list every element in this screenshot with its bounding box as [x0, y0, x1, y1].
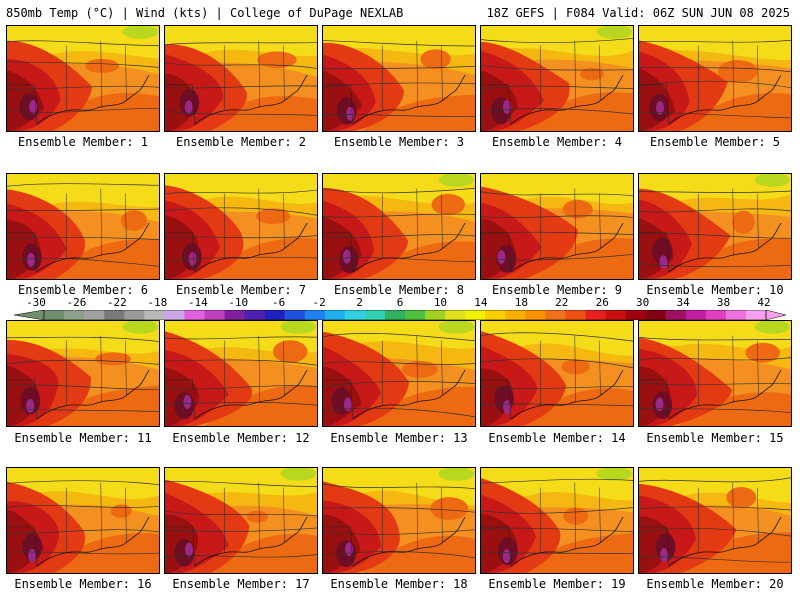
ensemble-member-map [480, 467, 634, 574]
ensemble-member-map [638, 320, 792, 427]
ensemble-member-label: Ensemble Member: 6 [17, 283, 149, 297]
ensemble-member-map [638, 173, 792, 280]
colorbar-tick: 30 [636, 296, 650, 309]
temperature-map [639, 468, 791, 573]
temperature-map [7, 174, 159, 279]
ensemble-member-map [164, 173, 318, 280]
ensemble-member-map [6, 25, 160, 132]
temperature-colorbar [14, 310, 786, 320]
temperature-map [481, 468, 633, 573]
colorbar-tick: -10 [228, 296, 249, 309]
ensemble-member-map [6, 173, 160, 280]
ensemble-member-map [322, 25, 476, 132]
colorbar-tick: -26 [66, 296, 87, 309]
ensemble-member-label: Ensemble Member: 8 [333, 283, 465, 297]
ensemble-member-label: Ensemble Member: 13 [330, 431, 468, 445]
colorbar-tick: -22 [106, 296, 127, 309]
colorbar-tick: -14 [187, 296, 208, 309]
temperature-map [7, 26, 159, 131]
ensemble-member-label: Ensemble Member: 14 [488, 431, 626, 445]
colorbar-tick: 2 [356, 296, 363, 309]
ensemble-member-map [322, 320, 476, 427]
temperature-map [481, 321, 633, 426]
ensemble-member-label: Ensemble Member: 19 [488, 577, 626, 591]
temperature-map [323, 321, 475, 426]
temperature-map [639, 26, 791, 131]
ensemble-member-map [164, 25, 318, 132]
ensemble-member-label: Ensemble Member: 11 [14, 431, 152, 445]
ensemble-member-label: Ensemble Member: 17 [172, 577, 310, 591]
ensemble-member-map [164, 467, 318, 574]
ensemble-member-label: Ensemble Member: 4 [491, 135, 623, 149]
ensemble-member-label: Ensemble Member: 12 [172, 431, 310, 445]
temperature-map [481, 26, 633, 131]
temperature-map [639, 174, 791, 279]
run-valid-time: 18Z GEFS | F084 Valid: 06Z SUN JUN 08 20… [486, 6, 790, 20]
temperature-map [481, 174, 633, 279]
temperature-map [323, 26, 475, 131]
colorbar-tick: 18 [514, 296, 528, 309]
colorbar-tick: 14 [474, 296, 488, 309]
colorbar-tick: 26 [595, 296, 609, 309]
ensemble-member-map [480, 173, 634, 280]
ensemble-member-label: Ensemble Member: 3 [333, 135, 465, 149]
colorbar-tick: 10 [433, 296, 448, 309]
ensemble-member-map [322, 173, 476, 280]
temperature-map [165, 174, 317, 279]
ensemble-member-map [480, 320, 634, 427]
ensemble-member-label: Ensemble Member: 10 [646, 283, 784, 297]
temperature-map [639, 321, 791, 426]
temperature-map [7, 468, 159, 573]
ensemble-member-map [6, 467, 160, 574]
ensemble-member-map [638, 25, 792, 132]
temperature-map [165, 321, 317, 426]
colorbar-tick: 6 [396, 296, 404, 309]
temperature-map [7, 321, 159, 426]
chart-title: 850mb Temp (°C) | Wind (kts) | College o… [6, 6, 404, 20]
temperature-map [165, 468, 317, 573]
ensemble-member-label: Ensemble Member: 9 [491, 283, 623, 297]
colorbar-tick: -6 [272, 296, 286, 309]
temperature-map [323, 174, 475, 279]
ensemble-member-label: Ensemble Member: 20 [646, 577, 784, 591]
ensemble-member-map [638, 467, 792, 574]
ensemble-member-label: Ensemble Member: 5 [649, 135, 781, 149]
ensemble-member-label: Ensemble Member: 2 [175, 135, 307, 149]
colorbar-tick: -30 [26, 296, 46, 309]
ensemble-member-label: Ensemble Member: 7 [175, 283, 307, 297]
ensemble-member-map [164, 320, 318, 427]
temperature-map [323, 468, 475, 573]
ensemble-member-map [480, 25, 634, 132]
colorbar-tick: 42 [757, 296, 771, 309]
ensemble-member-map [6, 320, 160, 427]
temperature-map [165, 26, 317, 131]
ensemble-member-label: Ensemble Member: 18 [330, 577, 468, 591]
colorbar-tick: -2 [312, 296, 326, 309]
ensemble-member-label: Ensemble Member: 15 [646, 431, 784, 445]
ensemble-member-label: Ensemble Member: 16 [14, 577, 152, 591]
ensemble-member-label: Ensemble Member: 1 [17, 135, 149, 149]
colorbar-tick: 22 [555, 296, 569, 309]
colorbar-tick: 38 [716, 296, 731, 309]
ensemble-member-map [322, 467, 476, 574]
colorbar-tick: 34 [676, 296, 690, 309]
colorbar-tick: -18 [147, 296, 168, 309]
